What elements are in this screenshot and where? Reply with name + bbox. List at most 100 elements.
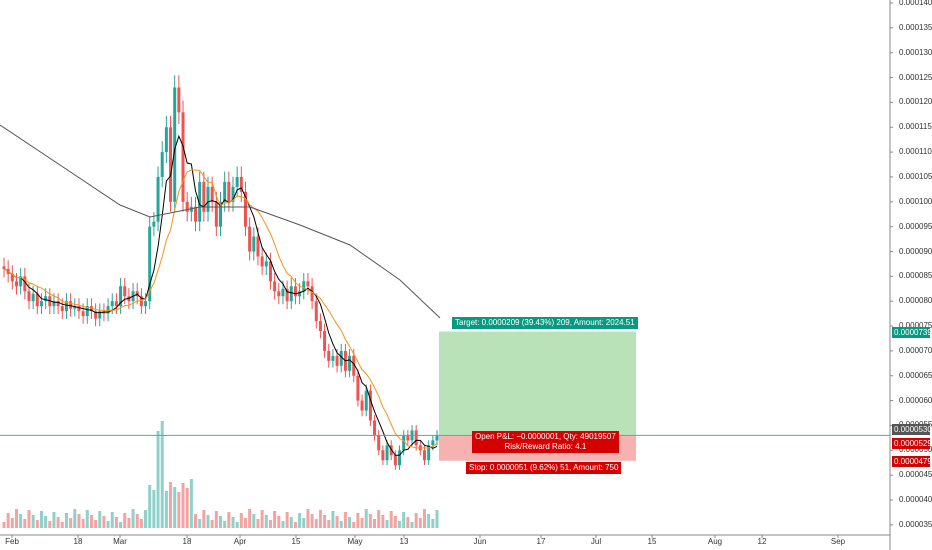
candle-body[interactable] bbox=[414, 430, 418, 446]
candle-body[interactable] bbox=[431, 440, 435, 446]
candle-body[interactable] bbox=[314, 301, 318, 322]
candle-body[interactable] bbox=[227, 181, 231, 202]
candle-body[interactable] bbox=[398, 450, 402, 466]
candle-body[interactable] bbox=[2, 266, 6, 269]
candle-body[interactable] bbox=[331, 355, 335, 361]
candle-body[interactable] bbox=[231, 186, 235, 202]
candle-body[interactable] bbox=[169, 127, 173, 202]
candle-body[interactable] bbox=[306, 281, 310, 287]
candle-body[interactable] bbox=[39, 301, 43, 307]
candle-body[interactable] bbox=[348, 355, 352, 371]
candle-body[interactable] bbox=[89, 306, 93, 312]
candle-body[interactable] bbox=[181, 112, 185, 202]
candle-body[interactable] bbox=[219, 201, 222, 227]
candle-body[interactable] bbox=[52, 301, 56, 307]
candle-body[interactable] bbox=[27, 291, 31, 302]
candle-body[interactable] bbox=[235, 176, 239, 187]
candle-body[interactable] bbox=[206, 186, 210, 212]
candle-body[interactable] bbox=[368, 390, 372, 421]
candle-body[interactable] bbox=[144, 301, 148, 307]
candle-body[interactable] bbox=[77, 306, 81, 312]
candle-body[interactable] bbox=[393, 455, 397, 466]
candle-body[interactable] bbox=[106, 306, 110, 314]
candle-body[interactable] bbox=[60, 306, 64, 312]
candle-body[interactable] bbox=[119, 286, 123, 307]
candle-body[interactable] bbox=[385, 445, 389, 461]
candle-body[interactable] bbox=[81, 311, 85, 317]
candle-body[interactable] bbox=[73, 306, 77, 309]
target-label[interactable]: Target: 0.0000209 (39.43%) 209, Amount: … bbox=[452, 317, 638, 329]
stop-label[interactable]: Stop: 0.0000051 (9.62%) 51, Amount: 750 bbox=[466, 462, 622, 474]
candle-body[interactable] bbox=[98, 311, 102, 319]
candle-body[interactable] bbox=[406, 435, 410, 441]
candle-body[interactable] bbox=[252, 236, 256, 252]
candle-body[interactable] bbox=[298, 291, 302, 297]
candle-body[interactable] bbox=[223, 181, 227, 202]
candle-body[interactable] bbox=[402, 435, 406, 451]
candle-body[interactable] bbox=[202, 181, 206, 212]
candle-body[interactable] bbox=[56, 301, 60, 307]
pnl-label[interactable]: Open P&L: −0.0000001, Qty: 49019507 Risk… bbox=[472, 431, 619, 453]
candle-body[interactable] bbox=[352, 355, 356, 376]
candle-body[interactable] bbox=[435, 435, 439, 441]
candle-body[interactable] bbox=[381, 450, 385, 461]
candle-body[interactable] bbox=[377, 435, 381, 451]
candle-body[interactable] bbox=[189, 206, 193, 212]
candle-body[interactable] bbox=[139, 296, 143, 307]
candle-body[interactable] bbox=[264, 261, 268, 267]
candle-body[interactable] bbox=[114, 301, 118, 307]
candle-body[interactable] bbox=[318, 321, 322, 332]
candle-body[interactable] bbox=[160, 152, 164, 177]
candle-body[interactable] bbox=[123, 286, 127, 297]
candle-body[interactable] bbox=[389, 445, 393, 456]
candle-body[interactable] bbox=[210, 186, 214, 202]
candle-body[interactable] bbox=[364, 390, 368, 411]
candle-body[interactable] bbox=[31, 293, 35, 302]
candle-body[interactable] bbox=[293, 286, 297, 297]
candle-body[interactable] bbox=[310, 286, 314, 302]
candle-body[interactable] bbox=[44, 296, 48, 302]
candle-body[interactable] bbox=[273, 281, 277, 292]
candle-body[interactable] bbox=[198, 181, 202, 222]
candle-body[interactable] bbox=[373, 420, 377, 436]
candle-body[interactable] bbox=[239, 176, 243, 192]
candle-body[interactable] bbox=[260, 256, 264, 267]
candle-body[interactable] bbox=[94, 311, 98, 319]
candle-body[interactable] bbox=[85, 306, 89, 317]
candle-body[interactable] bbox=[164, 127, 168, 153]
candle-body[interactable] bbox=[289, 286, 293, 302]
candle-body[interactable] bbox=[360, 400, 364, 411]
candle-body[interactable] bbox=[185, 201, 189, 212]
candle-body[interactable] bbox=[356, 375, 360, 401]
candle-body[interactable] bbox=[281, 288, 285, 297]
candle-body[interactable] bbox=[148, 226, 152, 302]
candle-body[interactable] bbox=[285, 288, 289, 302]
candle-body[interactable] bbox=[335, 355, 339, 366]
candle-body[interactable] bbox=[248, 226, 252, 252]
candle-body[interactable] bbox=[277, 291, 281, 297]
candle-body[interactable] bbox=[194, 206, 198, 222]
candle-body[interactable] bbox=[427, 445, 431, 461]
candle-body[interactable] bbox=[173, 87, 177, 202]
candle-body[interactable] bbox=[35, 293, 39, 307]
candle-body[interactable] bbox=[152, 221, 156, 227]
candle-body[interactable] bbox=[156, 176, 160, 222]
candle-body[interactable] bbox=[268, 261, 272, 282]
candle-body[interactable] bbox=[423, 450, 427, 461]
candle-body[interactable] bbox=[323, 331, 327, 351]
candle-body[interactable] bbox=[23, 276, 27, 292]
candle-body[interactable] bbox=[339, 350, 343, 366]
candle-body[interactable] bbox=[69, 301, 73, 309]
candle-body[interactable] bbox=[327, 350, 331, 361]
candle-body[interactable] bbox=[302, 281, 306, 292]
candle-body[interactable] bbox=[256, 236, 260, 257]
candle-body[interactable] bbox=[177, 87, 181, 113]
candle-body[interactable] bbox=[14, 281, 18, 287]
candle-body[interactable] bbox=[214, 201, 218, 227]
candle-body[interactable] bbox=[110, 301, 114, 307]
candle-body[interactable] bbox=[19, 276, 23, 287]
candle-body[interactable] bbox=[10, 273, 14, 282]
candle-body[interactable] bbox=[243, 191, 247, 227]
